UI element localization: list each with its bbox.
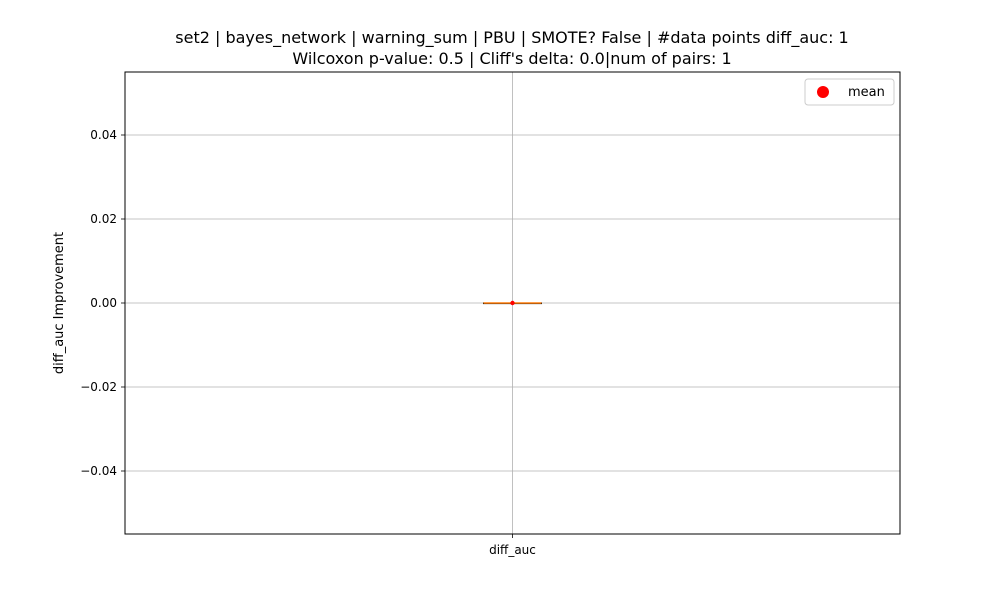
legend-box xyxy=(804,78,895,106)
axes-frame xyxy=(124,71,901,535)
x-tick-label: diff_auc xyxy=(489,543,536,557)
plot-area: −0.04 −0.02 0.00 0.02 0.04 diff_auc mean xyxy=(80,71,901,557)
legend-label: mean xyxy=(848,85,885,100)
legend-mean-marker xyxy=(817,86,829,98)
y-tick-label: 0.00 xyxy=(90,296,117,310)
y-tick-label: −0.02 xyxy=(80,380,117,394)
chart-title-line2: Wilcoxon p-value: 0.5 | Cliff's delta: 0… xyxy=(292,49,731,68)
mean-marker xyxy=(510,300,515,306)
y-tick-label: −0.04 xyxy=(80,464,117,478)
y-tick-label: 0.04 xyxy=(90,128,117,142)
chart-title-line1: set2 | bayes_network | warning_sum | PBU… xyxy=(175,28,848,48)
y-tick-label: 0.02 xyxy=(90,212,117,226)
y-axis-label: diff_auc Improvement xyxy=(52,232,67,374)
